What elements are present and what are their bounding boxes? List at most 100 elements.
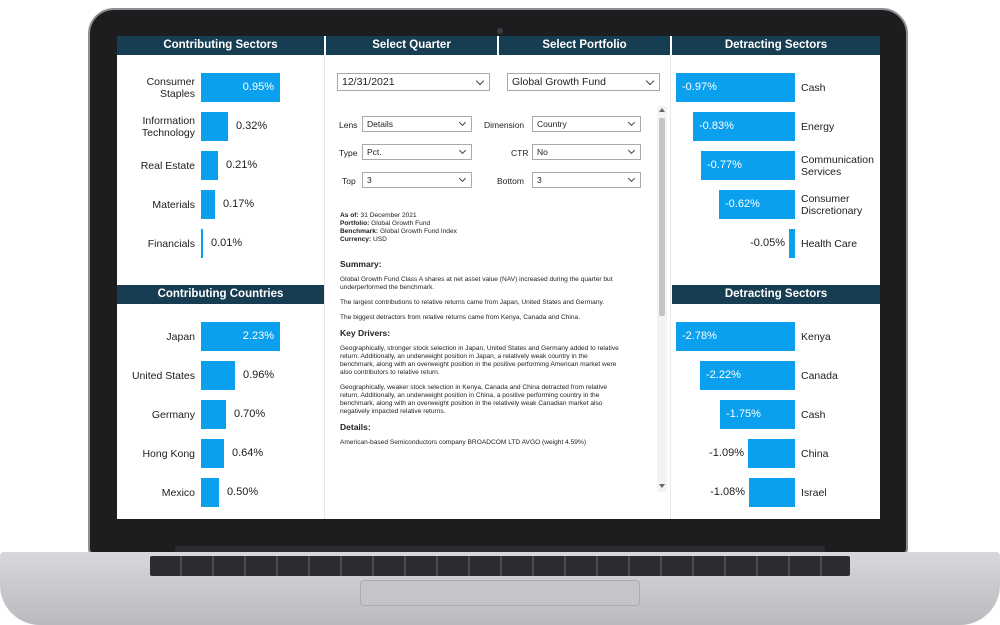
bar[interactable] [700, 361, 795, 390]
bar-value-label: -0.05% [750, 237, 785, 249]
meta-block: As of: 31 December 2021 Portfolio: Globa… [340, 212, 620, 244]
chevron-down-icon [458, 118, 467, 127]
row-label: Energy [801, 120, 835, 133]
dimension-select[interactable]: Country [532, 116, 641, 132]
bar-value-label: -0.77% [707, 159, 742, 171]
dimension-value: Country [537, 119, 567, 129]
bar[interactable] [693, 112, 795, 141]
bar[interactable] [201, 112, 228, 141]
bar[interactable] [748, 439, 795, 468]
bottom-label: Bottom [497, 176, 524, 186]
portfolio-select[interactable]: Global Growth Fund [507, 73, 660, 91]
bar[interactable] [201, 478, 219, 507]
scroll-up-arrow-icon[interactable] [659, 108, 665, 112]
commentary-panel: As of: 31 December 2021 Portfolio: Globa… [340, 212, 620, 454]
as-of-value: 31 December 2021 [360, 212, 417, 219]
portfolio-label: Portfolio: [340, 220, 370, 227]
scroll-down-arrow-icon[interactable] [659, 484, 665, 488]
summary-paragraph: The largest contributions to relative re… [340, 299, 605, 306]
key-drivers-heading: Key Drivers: [340, 328, 391, 338]
summary-paragraph: The biggest detractors from relative ret… [340, 314, 581, 321]
contributing-countries-header: Contributing Countries [117, 285, 324, 304]
summary-heading: Summary: [340, 259, 382, 269]
row-label: Health Care [801, 237, 858, 250]
bar-value-label: 0.50% [227, 486, 259, 498]
bar-value-label: -2.22% [706, 369, 741, 381]
row-label: Consumer Discretionary [801, 192, 863, 217]
detracting-sectors-header: Detracting Sectors [672, 36, 880, 55]
details-heading: Details: [340, 422, 371, 432]
bar-value-label: 0.96% [243, 369, 275, 381]
chevron-down-icon [458, 146, 467, 155]
summary-paragraph: Global Growth Fund Class A shares at net… [340, 276, 613, 291]
row-label: Real Estate [140, 159, 195, 172]
bar[interactable] [719, 190, 795, 219]
bar[interactable] [201, 361, 235, 390]
lens-value: Details [367, 119, 393, 129]
bar[interactable] [201, 439, 224, 468]
select-quarter-header: Select Quarter [326, 36, 497, 55]
bar[interactable] [201, 229, 203, 258]
quarter-select-value: 12/31/2021 [342, 76, 395, 88]
contributing-sectors-header: Contributing Sectors [117, 36, 324, 55]
bar-value-label: 0.32% [236, 120, 268, 132]
bar-value-label: 0.95% [242, 81, 274, 93]
row-label: Materials [152, 198, 195, 211]
bar[interactable] [676, 73, 795, 102]
ctr-label: CTR [511, 148, 529, 158]
chevron-down-icon [627, 118, 636, 127]
bar[interactable] [720, 400, 795, 429]
bar-value-label: -1.75% [726, 408, 761, 420]
row-label: Hong Kong [142, 447, 195, 460]
bar[interactable] [201, 73, 280, 102]
row-label: China [801, 447, 829, 460]
row-label: Financials [147, 237, 195, 250]
bar-value-label: -0.97% [682, 81, 717, 93]
bottom-select[interactable]: 3 [532, 172, 641, 188]
top-select[interactable]: 3 [362, 172, 472, 188]
bar-value-label: -0.83% [699, 120, 734, 132]
bar[interactable] [201, 400, 226, 429]
chevron-down-icon [458, 174, 467, 183]
row-label: Canada [801, 369, 838, 382]
camera-icon [497, 28, 503, 34]
bar[interactable] [201, 190, 215, 219]
ctr-select[interactable]: No [532, 144, 641, 160]
keyboard [150, 556, 850, 576]
bar[interactable] [749, 478, 795, 507]
bar[interactable] [701, 151, 795, 180]
row-label: Kenya [801, 330, 831, 343]
as-of-label: As of: [340, 212, 359, 219]
bar-value-label: 0.01% [211, 237, 243, 249]
portfolio-select-value: Global Growth Fund [512, 76, 606, 88]
bar[interactable] [676, 322, 795, 351]
chevron-down-icon [475, 76, 485, 86]
quarter-select[interactable]: 12/31/2021 [337, 73, 490, 91]
currency-value: USD [373, 236, 387, 243]
dashboard-screen: Contributing Sectors Select Quarter Sele… [117, 36, 880, 519]
bar[interactable] [201, 322, 280, 351]
dimension-label: Dimension [484, 120, 525, 130]
row-label: Israel [801, 486, 827, 499]
bar-value-label: 2.23% [242, 330, 274, 342]
type-select[interactable]: Pct. [362, 144, 472, 160]
bar[interactable] [789, 229, 795, 258]
ctr-value: No [537, 147, 548, 157]
top-label: Top [342, 176, 356, 186]
row-label: Cash [801, 408, 826, 421]
row-label: Germany [151, 408, 195, 421]
bar[interactable] [201, 151, 218, 180]
trackpad [360, 580, 640, 606]
row-label: Consumer Staples [146, 75, 195, 100]
bar-value-label: -1.09% [709, 447, 744, 459]
scrollbar-thumb[interactable] [659, 118, 665, 316]
bottom-value: 3 [537, 175, 542, 185]
row-label: Communication Services [801, 153, 874, 178]
bar-value-label: -2.78% [682, 330, 717, 342]
bar-value-label: 0.70% [234, 408, 266, 420]
type-label: Type [339, 148, 358, 158]
lens-select[interactable]: Details [362, 116, 472, 132]
select-portfolio-header: Select Portfolio [499, 36, 670, 55]
bar-value-label: 0.17% [223, 198, 255, 210]
laptop-hinge [175, 546, 825, 556]
